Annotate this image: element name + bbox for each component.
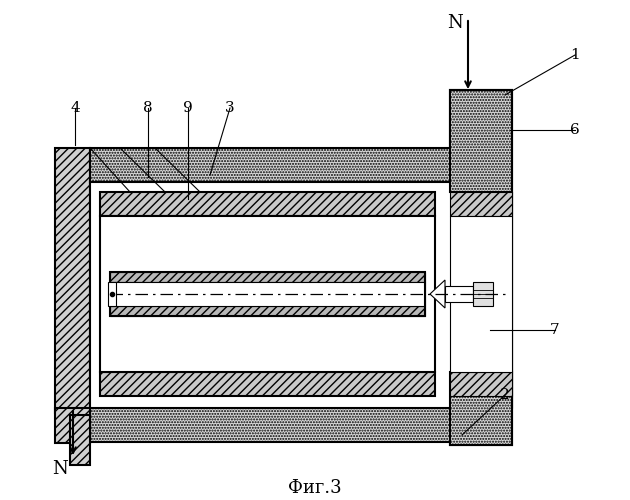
Bar [55,408,90,443]
Text: 6: 6 [570,123,580,137]
Bar [108,282,116,306]
Text: 9: 9 [183,101,193,115]
Bar [110,306,425,316]
Bar [90,148,452,182]
Bar [473,282,493,306]
Text: N: N [52,460,68,478]
Bar [450,90,512,192]
Bar [90,182,452,408]
Polygon shape [430,280,445,308]
Text: 8: 8 [143,101,153,115]
Bar [450,192,512,216]
Bar [110,282,425,306]
Bar [450,90,512,445]
Bar [100,216,435,372]
Text: Фиг.3: Фиг.3 [288,479,342,497]
Bar [100,372,435,396]
Bar [55,148,90,413]
Bar [90,408,452,442]
Bar [450,372,512,445]
Text: 3: 3 [225,101,235,115]
Text: 7: 7 [550,323,560,337]
Text: 4: 4 [70,101,80,115]
Bar [100,192,435,216]
Bar [450,192,512,408]
Bar [110,272,425,316]
Text: N: N [447,14,463,32]
Text: 1: 1 [570,48,580,62]
Bar [70,415,90,465]
Bar [450,372,512,396]
Text: 2: 2 [500,388,510,402]
Bar [110,272,425,282]
Bar [445,286,473,302]
Bar [450,216,512,372]
